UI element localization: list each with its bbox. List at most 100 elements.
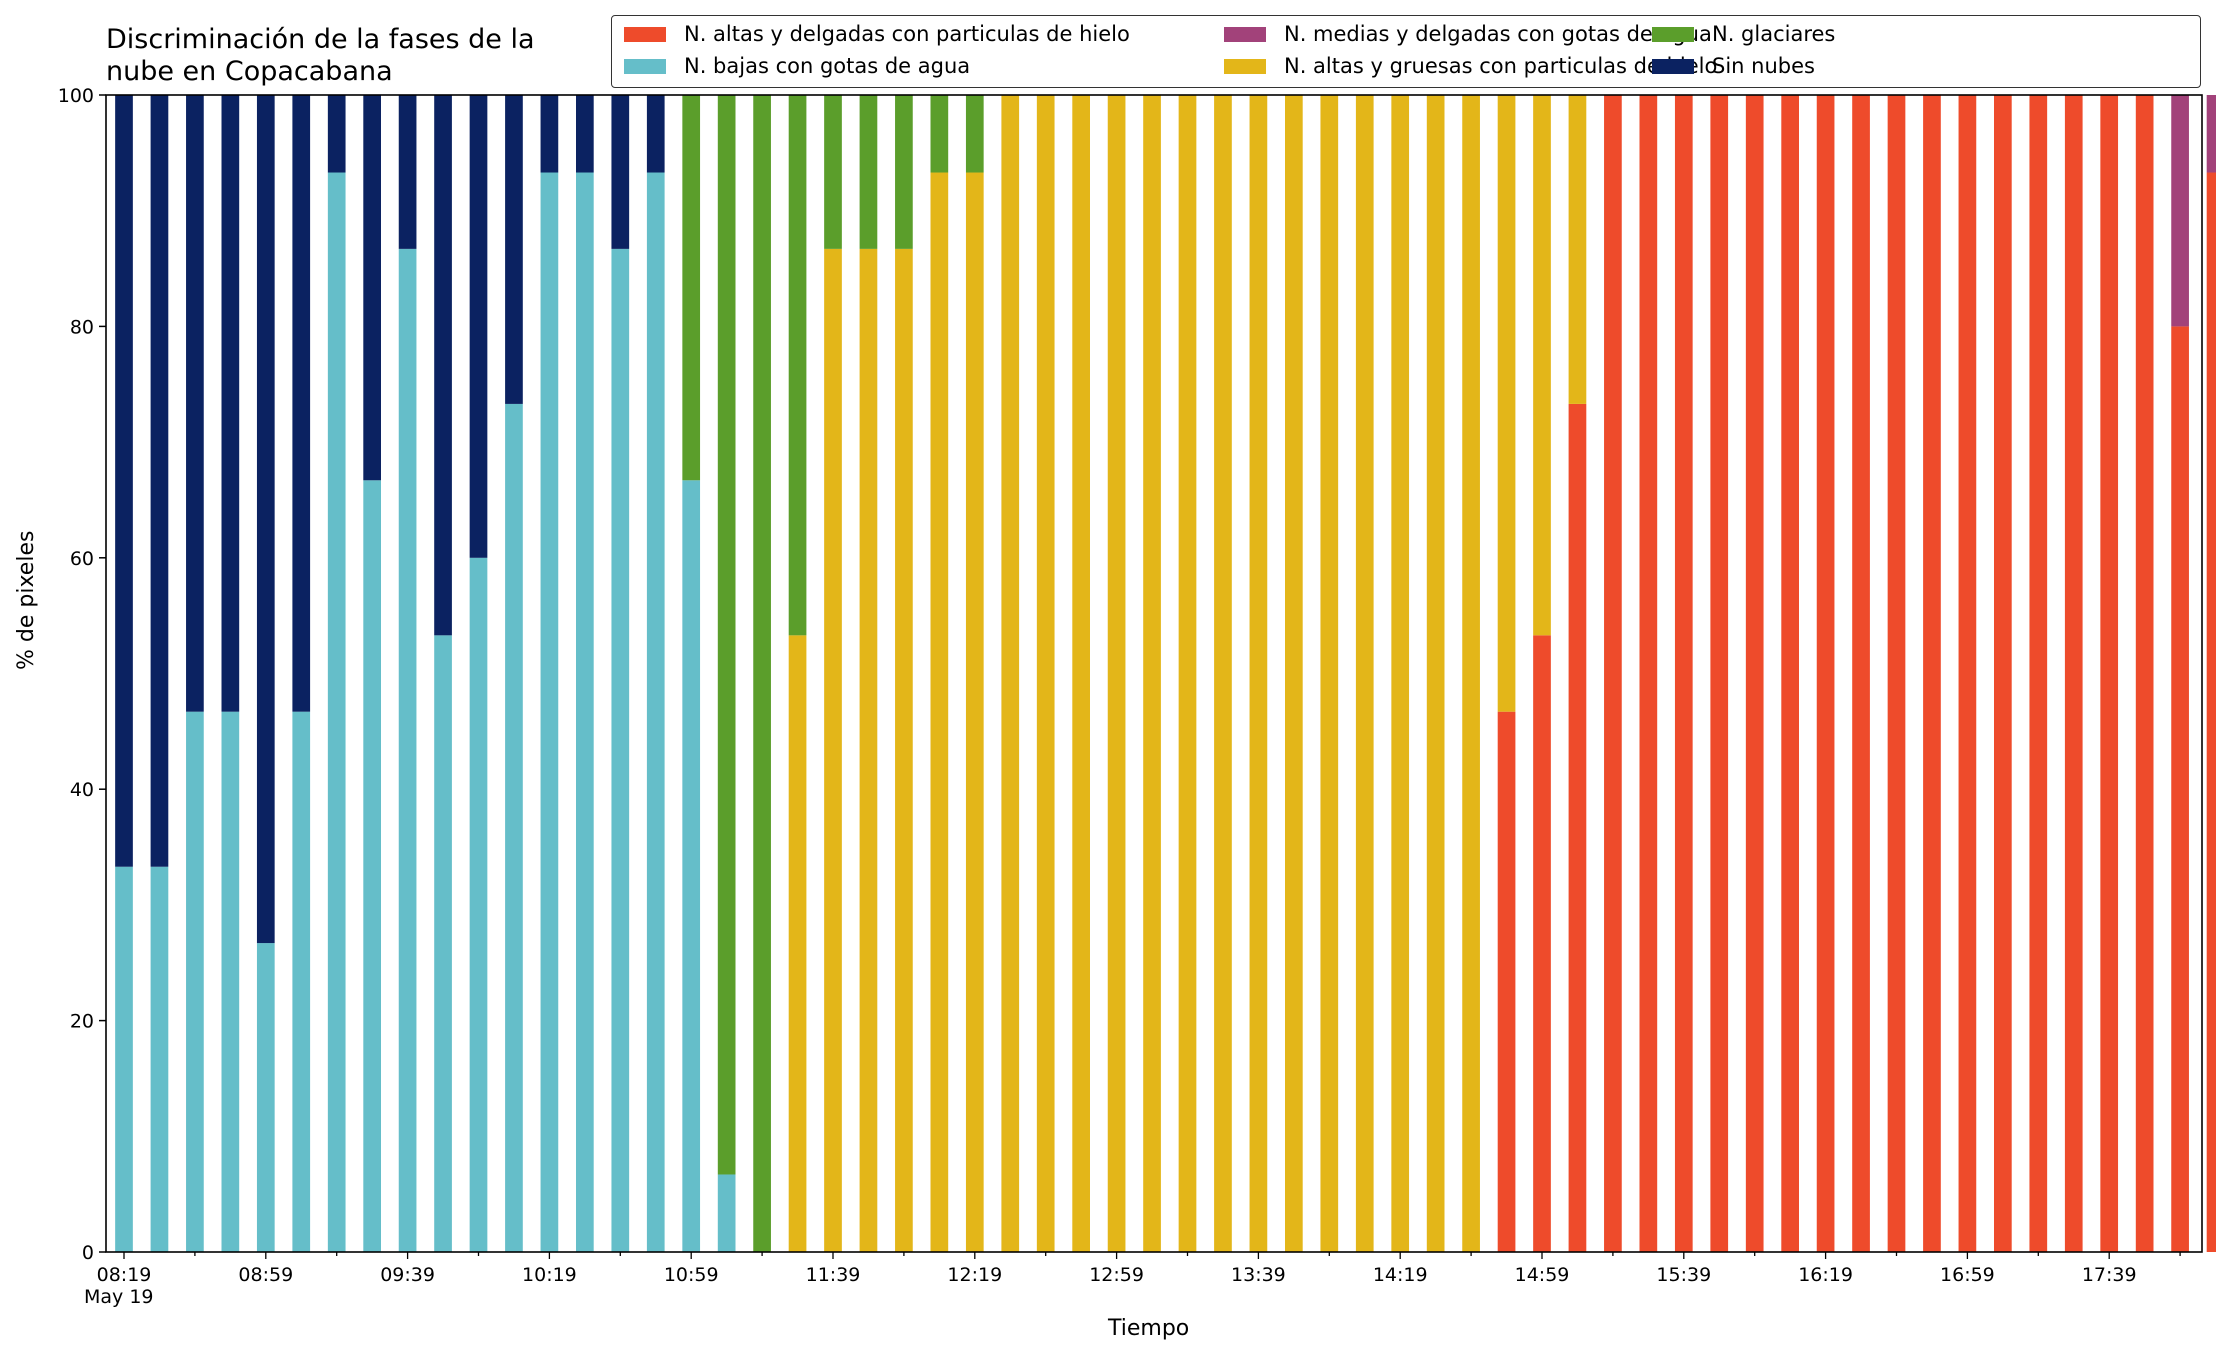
legend-label: N. bajas con gotas de agua	[684, 54, 971, 78]
chart-legend: N. altas y delgadas con particulas de hi…	[611, 15, 2201, 88]
bar-segment	[2064, 95, 2083, 1252]
legend-item: N. altas y delgadas con particulas de hi…	[624, 22, 1130, 46]
bar-segment	[1674, 95, 1693, 1252]
bar-segment	[540, 172, 559, 1252]
legend-swatch	[1224, 26, 1266, 42]
bar-segment	[1072, 95, 1090, 1252]
bar-segment	[1426, 95, 1445, 1252]
bar-segment	[646, 95, 665, 173]
bar-segment	[221, 95, 240, 712]
legend-label: N. medias y delgadas con gotas de agua	[1284, 22, 1712, 46]
bar-segment	[646, 172, 665, 1252]
legend-label: N. altas y delgadas con particulas de hi…	[684, 22, 1130, 46]
bar-segment	[2206, 95, 2216, 173]
bar-segment	[2206, 172, 2216, 1252]
bar-segment	[1533, 95, 1551, 636]
bar-segment	[150, 95, 169, 867]
bar-segment	[1923, 95, 1941, 1252]
bar-segment	[895, 95, 913, 249]
x-tick-label: 14:59	[1515, 1264, 1570, 1286]
bar-segment	[1320, 95, 1339, 1252]
x-tick-label: 08:19	[97, 1264, 152, 1286]
bar-segment	[292, 95, 311, 712]
bar-segment	[1249, 95, 1268, 1252]
bar-segment	[824, 248, 842, 1252]
x-tick-label: 09:39	[380, 1264, 435, 1286]
bar-segment	[398, 95, 417, 249]
bar-segment	[895, 248, 913, 1252]
bar-segment	[824, 95, 842, 249]
bar-segment	[1036, 95, 1055, 1252]
bar-segment	[434, 635, 452, 1252]
bar-segment	[1497, 95, 1516, 712]
bar-segment	[1994, 95, 2012, 1252]
x-tick-label: 13:39	[1231, 1264, 1286, 1286]
x-tick-label: 12:19	[947, 1264, 1002, 1286]
bar-segment	[611, 248, 630, 1252]
bar-segment	[363, 480, 381, 1252]
x-tick-label: 12:59	[1089, 1264, 1144, 1286]
bar-segment	[292, 711, 311, 1252]
bar-segment	[576, 95, 594, 173]
bar-segment	[788, 95, 807, 636]
x-tick-label: 16:59	[1940, 1264, 1995, 1286]
bar-segment	[2135, 95, 2154, 1252]
bar-segment	[1107, 95, 1126, 1252]
bar-segment	[1178, 95, 1197, 1252]
bar-segment	[115, 95, 133, 867]
bar-segment	[186, 711, 204, 1252]
x-tick-label: 14:19	[1373, 1264, 1428, 1286]
legend-item: N. bajas con gotas de agua	[624, 54, 970, 78]
bar-segment	[1604, 95, 1622, 1252]
legend-label: N. altas y gruesas con particulas de hie…	[1284, 54, 1718, 78]
bar-segment	[1143, 95, 1161, 1252]
x-tick-label: 08:59	[238, 1264, 293, 1286]
bar-segment	[965, 172, 984, 1252]
bar-segment	[1001, 95, 1020, 1252]
bar-segment	[930, 172, 949, 1252]
x-tick-label: 17:39	[2082, 1264, 2137, 1286]
x-axis-label: Tiempo	[1108, 1316, 1190, 1341]
legend-swatch	[1652, 58, 1694, 74]
bar-segment	[540, 95, 559, 173]
bar-segment	[1745, 95, 1764, 1252]
bar-segment	[1781, 95, 1799, 1252]
bar-segment	[753, 95, 771, 1252]
bar-segment	[115, 866, 133, 1252]
bar-segment	[930, 95, 949, 173]
chart-title-text: Discriminación de la fases de la nube en…	[106, 24, 535, 87]
bar-segment	[1887, 95, 1906, 1252]
bar-segment	[1568, 403, 1587, 1252]
legend-swatch	[624, 58, 666, 74]
bar-segment	[717, 1174, 736, 1252]
legend-label: Sin nubes	[1712, 54, 1815, 78]
plot-frame	[105, 94, 2203, 1253]
y-tick-label: 40	[70, 779, 94, 801]
bar-segment	[1958, 95, 1977, 1252]
bar-segment	[1462, 95, 1480, 1252]
bar-segment	[859, 95, 878, 249]
bar-segment	[576, 172, 594, 1252]
bar-segment	[256, 95, 275, 944]
y-tick-label: 0	[82, 1242, 94, 1264]
bar-segment	[2171, 95, 2189, 327]
bar-segment	[717, 95, 736, 1175]
y-axis-label: % de pixeles	[14, 530, 39, 670]
bar-segment	[1214, 95, 1232, 1252]
legend-swatch	[624, 26, 666, 42]
bar-segment	[186, 95, 204, 712]
bar-segment	[1391, 95, 1410, 1252]
bar-segment	[2029, 95, 2048, 1252]
legend-item: N. medias y delgadas con gotas de agua	[1224, 22, 1712, 46]
bar-segment	[682, 480, 701, 1252]
bar-segment	[1285, 95, 1303, 1252]
bar-segment	[682, 95, 701, 481]
y-tick-label: 20	[70, 1011, 94, 1033]
y-tick-label: 80	[70, 316, 94, 338]
bar-segment	[221, 711, 240, 1252]
legend-item: N. glaciares	[1652, 22, 1835, 46]
legend-swatch	[1224, 58, 1266, 74]
x-tick-label: 10:59	[664, 1264, 719, 1286]
bar-segment	[611, 95, 630, 249]
